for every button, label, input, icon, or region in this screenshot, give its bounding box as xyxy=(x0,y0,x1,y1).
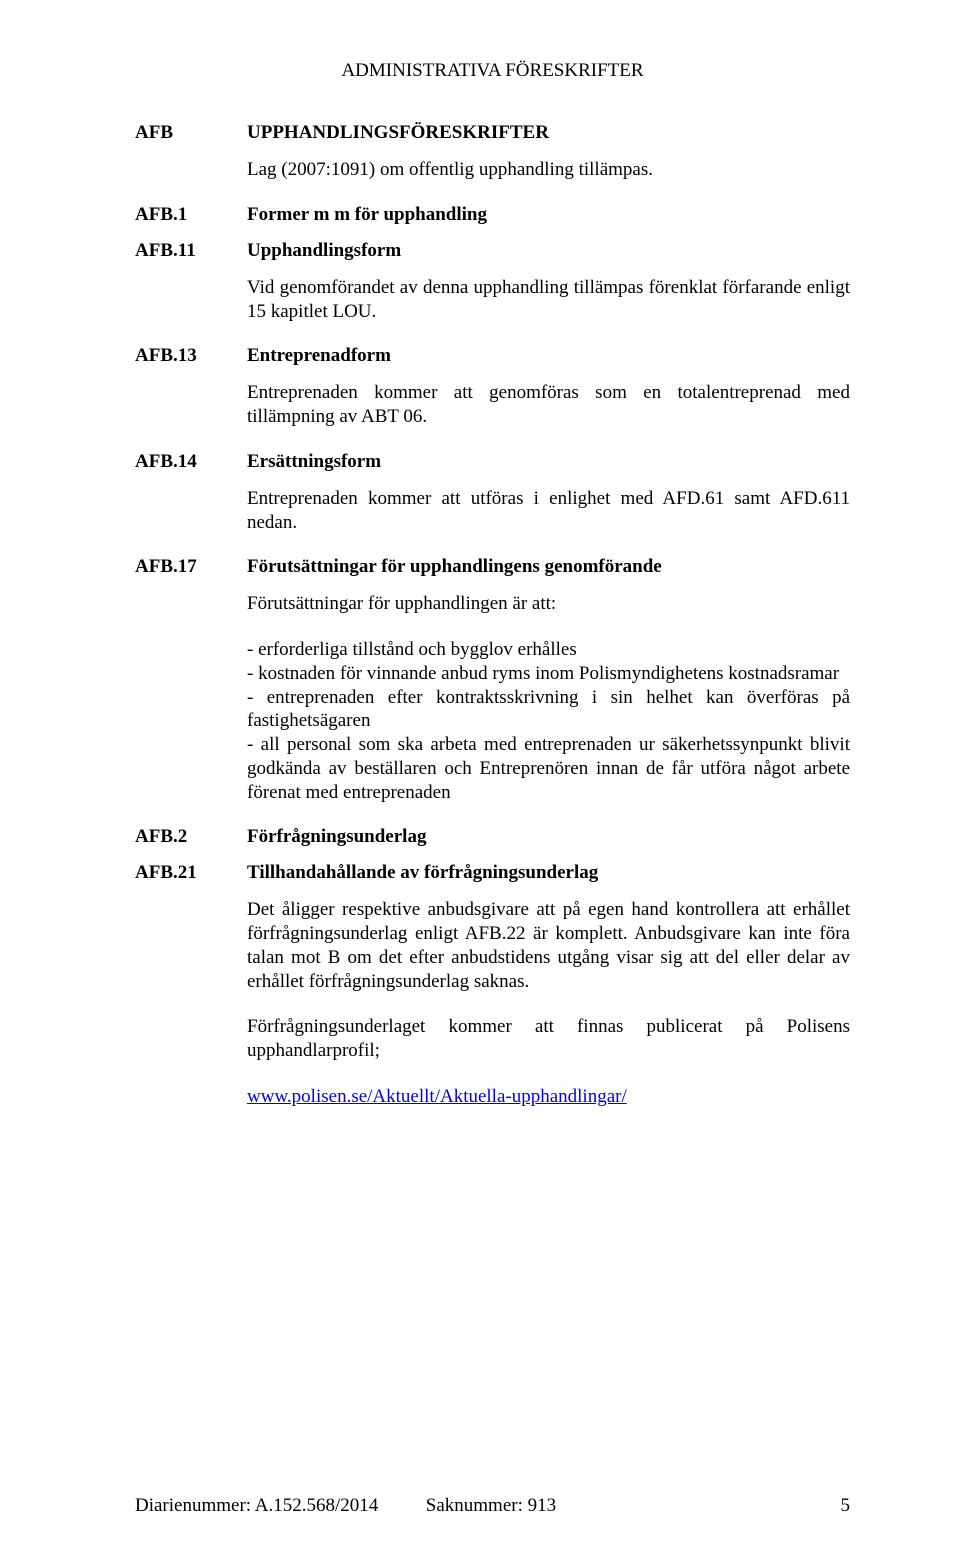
document-header: ADMINISTRATIVA FÖRESKRIFTER xyxy=(135,60,850,82)
paragraph: Entreprenaden kommer att utföras i enlig… xyxy=(247,487,850,535)
section-title: Förutsättningar för upphandlingens genom… xyxy=(247,556,662,578)
bullet-item: - all personal som ska arbeta med entrep… xyxy=(247,733,850,804)
section-title: UPPHANDLINGSFÖRESKRIFTER xyxy=(247,122,549,144)
page-footer: Diarienummer: A.152.568/2014 Saknummer: … xyxy=(135,1495,850,1517)
sak-value: 913 xyxy=(528,1495,557,1516)
section-body: Vid genomförandet av denna upphandling t… xyxy=(247,276,850,324)
section-body: Förutsättningar för upphandlingen är att… xyxy=(247,592,850,616)
paragraph: Det åligger respektive anbudsgivare att … xyxy=(247,898,850,993)
section-code: AFB.2 xyxy=(135,826,247,848)
section-code: AFB.13 xyxy=(135,345,247,367)
document-page: ADMINISTRATIVA FÖRESKRIFTER AFB UPPHANDL… xyxy=(0,0,960,1567)
diarie-label: Diarienummer: xyxy=(135,1495,251,1516)
section-body: Det åligger respektive anbudsgivare att … xyxy=(247,898,850,1108)
link-paragraph: www.polisen.se/Aktuellt/Aktuella-upphand… xyxy=(247,1085,850,1109)
section-afb2: AFB.2 Förfrågningsunderlag xyxy=(135,826,850,848)
section-afb21: AFB.21 Tillhandahållande av förfrågnings… xyxy=(135,862,850,884)
section-title: Former m m för upphandling xyxy=(247,204,487,226)
paragraph: Förfrågningsunderlaget kommer att finnas… xyxy=(247,1015,850,1063)
section-afb11: AFB.11 Upphandlingsform xyxy=(135,240,850,262)
bullet-item: - entreprenaden efter kontraktsskrivning… xyxy=(247,686,850,734)
section-body: Entreprenaden kommer att genomföras som … xyxy=(247,381,850,429)
bullet-list: - erforderliga tillstånd och bygglov erh… xyxy=(247,638,850,804)
paragraph: Lag (2007:1091) om offentlig upphandling… xyxy=(247,158,850,182)
section-code: AFB.14 xyxy=(135,451,247,473)
section-title: Upphandlingsform xyxy=(247,240,401,262)
section-body: Lag (2007:1091) om offentlig upphandling… xyxy=(247,158,850,182)
section-code: AFB.11 xyxy=(135,240,247,262)
paragraph: Förutsättningar för upphandlingen är att… xyxy=(247,592,850,616)
bullet-item: - erforderliga tillstånd och bygglov erh… xyxy=(247,638,850,662)
upphandlar-link[interactable]: www.polisen.se/Aktuellt/Aktuella-upphand… xyxy=(247,1086,627,1107)
header-title: ADMINISTRATIVA FÖRESKRIFTER xyxy=(341,60,643,81)
section-code: AFB.21 xyxy=(135,862,247,884)
section-code: AFB.17 xyxy=(135,556,247,578)
sak-label: Saknummer: xyxy=(426,1495,523,1516)
section-title: Förfrågningsunderlag xyxy=(247,826,426,848)
bullet-item: - kostnaden för vinnande anbud ryms inom… xyxy=(247,662,850,686)
section-title: Tillhandahållande av förfrågningsunderla… xyxy=(247,862,598,884)
section-title: Ersättningsform xyxy=(247,451,381,473)
section-afb13: AFB.13 Entreprenadform xyxy=(135,345,850,367)
footer-left: Diarienummer: A.152.568/2014 Saknummer: … xyxy=(135,1495,556,1517)
section-body: Entreprenaden kommer att utföras i enlig… xyxy=(247,487,850,535)
page-number: 5 xyxy=(841,1495,851,1517)
section-afb14: AFB.14 Ersättningsform xyxy=(135,451,850,473)
paragraph: Entreprenaden kommer att genomföras som … xyxy=(247,381,850,429)
section-afb17: AFB.17 Förutsättningar för upphandlingen… xyxy=(135,556,850,578)
section-code: AFB xyxy=(135,122,247,144)
diarie-value: A.152.568/2014 xyxy=(255,1495,379,1516)
section-afb1: AFB.1 Former m m för upphandling xyxy=(135,204,850,226)
section-code: AFB.1 xyxy=(135,204,247,226)
paragraph: Vid genomförandet av denna upphandling t… xyxy=(247,276,850,324)
section-title: Entreprenadform xyxy=(247,345,391,367)
section-afb: AFB UPPHANDLINGSFÖRESKRIFTER xyxy=(135,122,850,144)
